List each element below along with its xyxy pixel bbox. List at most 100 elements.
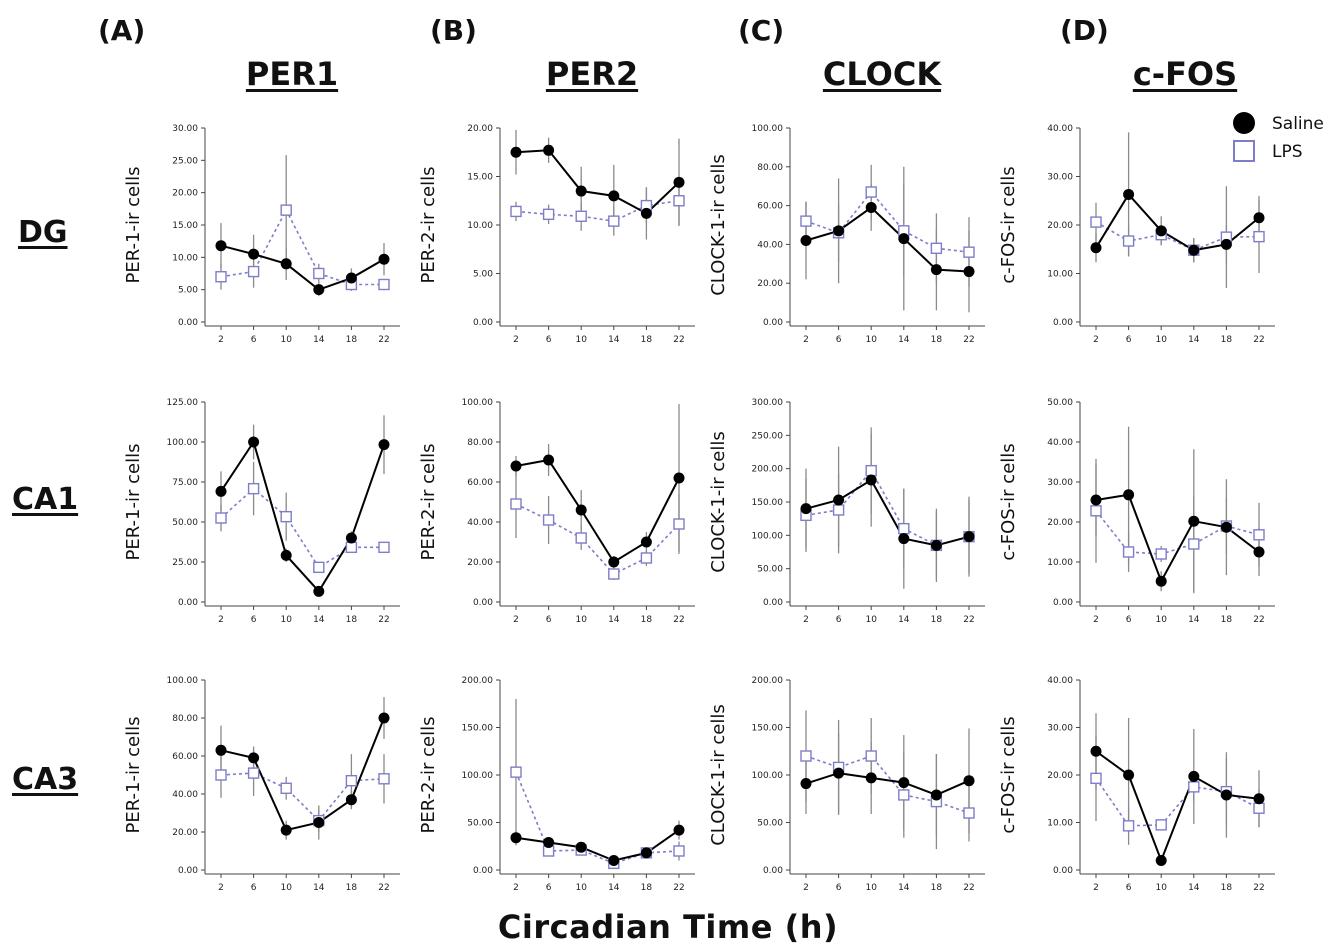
y-tick-label: 100.00 <box>167 676 199 686</box>
lps-point <box>542 514 555 526</box>
panel-letter-d: (D) <box>1060 14 1109 47</box>
saline-point <box>575 185 587 197</box>
x-tick-label: 10 <box>1155 335 1167 345</box>
lps-point <box>898 789 910 801</box>
lps-point <box>800 215 812 227</box>
lps-series-line <box>1095 777 1260 827</box>
saline-point <box>833 767 845 779</box>
y-tick-label: 80.00 <box>467 438 493 448</box>
saline-point <box>608 556 620 568</box>
lps-point <box>345 541 358 554</box>
x-tick-label: 6 <box>546 883 552 893</box>
saline-point <box>963 531 975 543</box>
x-tick-label: 6 <box>1126 883 1132 893</box>
chart-cfos-ca1: 0.00 10.00 20.00 30.00 40.00 50.00 2 6 10 14 18 22 c… <box>998 398 1275 625</box>
y-tick-label: 0.00 <box>1053 866 1073 876</box>
lps-point <box>1253 529 1265 541</box>
x-tick-label: 18 <box>1221 615 1233 625</box>
y-axis-label: c-FOS-ir cells <box>998 716 1019 833</box>
saline-point <box>1253 793 1265 805</box>
x-tick-label: 2 <box>513 615 519 625</box>
y-tick-label: 75.00 <box>172 478 198 488</box>
saline-point <box>575 504 587 516</box>
y-tick-label: 5.00 <box>473 270 493 280</box>
y-tick-label: 80.00 <box>757 163 783 173</box>
column-title-cfos: c-FOS <box>1132 55 1238 93</box>
y-tick-label: 100.00 <box>167 438 199 448</box>
saline-point <box>1253 546 1265 558</box>
y-tick-label: 50.00 <box>757 565 783 575</box>
lps-point <box>673 518 685 530</box>
saline-point <box>280 824 292 836</box>
lps-point <box>1090 216 1102 228</box>
x-tick-label: 2 <box>803 615 809 625</box>
x-tick-label: 22 <box>673 335 684 345</box>
y-axis-label: CLOCK-1-ir cells <box>708 704 729 846</box>
lps-point <box>673 195 685 207</box>
lps-point <box>963 807 975 819</box>
saline-point <box>640 207 652 219</box>
row-label-ca3: CA3 <box>12 762 79 797</box>
chart-per1-dg: 0.00 5.00 10.00 15.00 20.00 25.00 30.00 2 6 10 14 1… <box>123 124 400 345</box>
x-tick-label: 2 <box>1093 335 1099 345</box>
lps-point <box>510 498 522 510</box>
chart-per2-ca3: 0.00 50.00 100.00 150.00 200.00 2 6 10 14 18 22 PER… <box>418 676 695 893</box>
saline-point <box>248 752 260 764</box>
lps-point <box>673 845 685 857</box>
lps-point <box>1253 802 1265 814</box>
lps-point <box>215 769 227 781</box>
saline-series-line <box>805 206 970 273</box>
chart-clock-ca3: 0.00 50.00 100.00 150.00 200.00 2 6 10 14 18 22 CLO… <box>708 676 985 893</box>
lps-point <box>832 504 845 516</box>
y-tick-label: 10.00 <box>1047 558 1073 568</box>
saline-series-line <box>220 244 385 291</box>
lps-point <box>963 246 975 258</box>
y-tick-label: 25.00 <box>172 558 198 568</box>
saline-point <box>215 485 227 497</box>
x-tick-label: 2 <box>1093 615 1099 625</box>
x-tick-label: 6 <box>836 335 842 345</box>
x-tick-label: 22 <box>378 883 389 893</box>
column-title-per1: PER1 <box>245 55 339 93</box>
y-tick-label: 20.00 <box>172 189 198 199</box>
lps-point <box>280 782 292 794</box>
x-tick-label: 2 <box>218 883 224 893</box>
x-tick-label: 10 <box>280 615 292 625</box>
lps-point <box>608 568 620 580</box>
lps-point <box>865 750 877 762</box>
saline-point <box>510 460 522 472</box>
y-tick-label: 0.00 <box>763 318 783 328</box>
x-tick-label: 18 <box>346 335 358 345</box>
x-tick-label: 22 <box>378 615 389 625</box>
saline-point <box>1155 855 1167 866</box>
lps-series-line <box>220 772 385 822</box>
lps-point <box>215 271 227 283</box>
chart-per2-ca1: 0.00 20.00 40.00 60.00 80.00 100.00 2 6 10 14 18 22… <box>418 398 695 625</box>
y-tick-label: 40.00 <box>757 240 783 250</box>
x-tick-label: 18 <box>641 335 653 345</box>
x-tick-label: 22 <box>963 883 974 893</box>
y-tick-label: 300.00 <box>752 398 784 408</box>
y-axis-label: PER-2-ir cells <box>418 444 439 561</box>
y-tick-label: 40.00 <box>1047 676 1073 686</box>
legend-lps-marker <box>1233 140 1255 162</box>
lps-series-line <box>220 208 384 286</box>
y-tick-label: 10.00 <box>467 221 493 231</box>
column-title-clock: CLOCK <box>822 55 942 93</box>
x-tick-label: 2 <box>218 615 224 625</box>
saline-point <box>673 824 685 836</box>
x-tick-label: 10 <box>865 883 877 893</box>
y-tick-label: 20.00 <box>467 558 493 568</box>
saline-point <box>865 474 877 486</box>
x-tick-label: 14 <box>898 615 910 625</box>
y-tick-label: 250.00 <box>752 431 784 441</box>
y-tick-label: 50.00 <box>172 518 198 528</box>
lps-point <box>575 532 587 544</box>
y-tick-label: 20.00 <box>757 279 783 289</box>
x-tick-label: 6 <box>251 883 257 893</box>
y-tick-label: 10.00 <box>1047 270 1073 280</box>
saline-point <box>1090 745 1102 757</box>
saline-point <box>898 533 910 545</box>
x-tick-label: 18 <box>346 615 358 625</box>
y-tick-label: 30.00 <box>1047 724 1073 734</box>
